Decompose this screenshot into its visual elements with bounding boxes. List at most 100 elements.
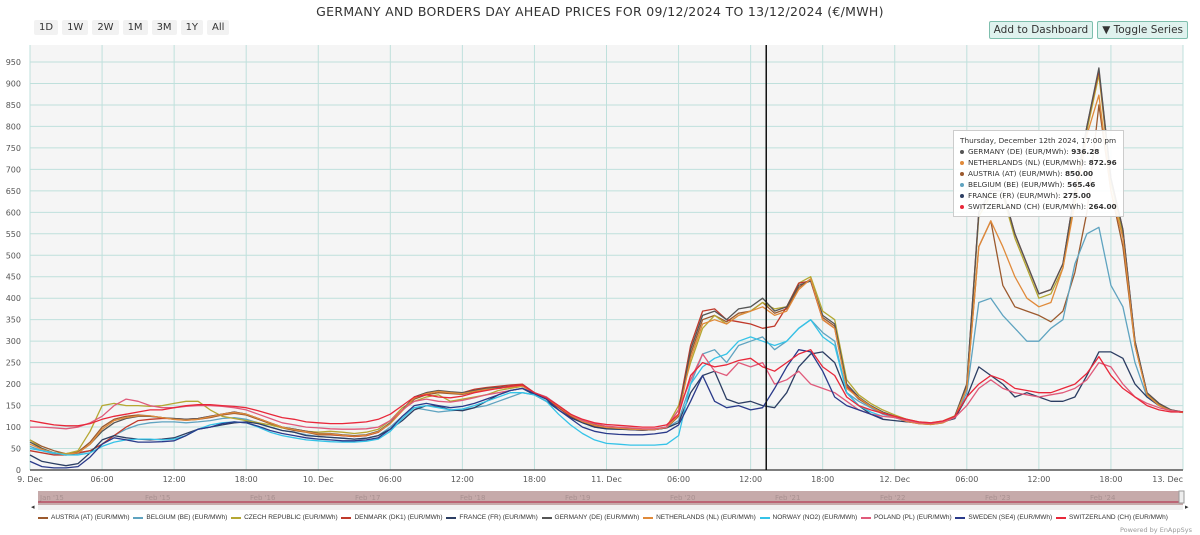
range-button-1d[interactable]: 1D [34,20,59,35]
legend-swatch-icon [860,516,871,519]
tooltip-row: FRANCE (FR) (EUR/MWh): 275.00 [960,190,1117,201]
legend-label: CZECH REPUBLIC (EUR/MWh) [244,514,338,521]
x-tick-label: 18:00 [811,475,834,484]
range-button-2w[interactable]: 2W [92,20,119,35]
legend-swatch-icon [231,516,242,519]
tooltip-value: 264.00 [1088,202,1117,211]
y-tick-label: 800 [6,122,21,131]
legend-label: BELGIUM (BE) (EUR/MWh) [146,514,228,521]
x-tick-label: 06:00 [955,475,978,484]
legend-item[interactable]: DENMARK (DK1) (EUR/MWh) [341,514,443,521]
range-button-3m[interactable]: 3M [151,20,177,35]
navigator-handle[interactable] [1178,490,1185,504]
legend-label: FRANCE (FR) (EUR/MWh) [459,514,538,521]
y-tick-label: 950 [6,58,21,67]
navigator-label: Feb '17 [355,494,380,502]
navigator-label: Feb '18 [460,494,485,502]
navigator-label: Feb '15 [145,494,170,502]
y-tick-label: 400 [6,294,21,303]
legend: AUSTRIA (AT) (EUR/MWh) BELGIUM (BE) (EUR/… [38,514,1168,521]
series-dot-icon [960,161,964,165]
y-tick-label: 0 [16,466,21,475]
series-dot-icon [960,172,964,176]
tooltip-value: 936.28 [1071,147,1100,156]
y-tick-label: 900 [6,79,21,88]
legend-item[interactable]: SWEDEN (SE4) (EUR/MWh) [955,514,1052,521]
navigator-label: Feb '22 [880,494,905,502]
y-tick-label: 500 [6,251,21,260]
tooltip-value: 872.96 [1088,158,1117,167]
navigator-selection[interactable] [38,491,1183,505]
tooltip-label: SWITZERLAND (CH) (EUR/MWh): [968,202,1089,211]
y-tick-label: 750 [6,144,21,153]
scroll-right-icon[interactable]: ▸ [1185,503,1189,511]
x-tick-label: 13. Dec [1152,475,1183,484]
x-tick-label: 11. Dec [591,475,622,484]
legend-swatch-icon [643,516,654,519]
legend-swatch-icon [341,516,352,519]
legend-label: DENMARK (DK1) (EUR/MWh) [354,514,443,521]
range-button-1w[interactable]: 1W [62,20,89,35]
x-tick-label: 06:00 [91,475,114,484]
legend-item[interactable]: CZECH REPUBLIC (EUR/MWh) [231,514,338,521]
scroll-left-icon[interactable]: ◂ [31,503,35,511]
toggle-series-button[interactable]: ▼ Toggle Series [1097,21,1188,39]
tooltip-label: FRANCE (FR) (EUR/MWh): [968,191,1063,200]
toggle-series-label: Toggle Series [1113,24,1183,36]
legend-item[interactable]: GERMANY (DE) (EUR/MWh) [541,514,640,521]
tooltip-header: Thursday, December 12th 2024, 17:00 pm [960,136,1117,145]
tooltip: Thursday, December 12th 2024, 17:00 pm G… [953,130,1124,217]
tooltip-value: 565.46 [1067,180,1096,189]
navigator-label: Feb '23 [985,494,1010,502]
range-button-1m[interactable]: 1M [122,20,148,35]
y-tick-label: 250 [6,359,21,368]
navigator-label: Feb '21 [775,494,800,502]
series-dot-icon [960,150,964,154]
x-tick-label: 10. Dec [303,475,334,484]
y-tick-label: 850 [6,101,21,110]
y-tick-label: 200 [6,380,21,389]
x-tick-label: 12:00 [163,475,186,484]
legend-label: GERMANY (DE) (EUR/MWh) [554,514,640,521]
legend-label: NETHERLANDS (NL) (EUR/MWh) [656,514,756,521]
navigator-label: Feb '16 [250,494,276,502]
legend-swatch-icon [1056,516,1066,519]
series-line-9[interactable] [29,349,883,469]
navigator[interactable]: Jan '15 Feb '15 Feb '16 Feb '17 Feb '18 Feb '… [31,490,1189,511]
tooltip-label: GERMANY (DE) (EUR/MWh): [968,147,1072,156]
legend-item[interactable]: FRANCE (FR) (EUR/MWh) [446,514,538,521]
tooltip-row: NETHERLANDS (NL) (EUR/MWh): 872.96 [960,157,1117,168]
series-line-7[interactable] [29,319,883,456]
range-button-all[interactable]: All [207,20,230,35]
navigator-label: Feb '24 [1090,494,1116,502]
legend-item[interactable]: POLAND (PL) (EUR/MWh) [860,514,952,521]
tooltip-value: 850.00 [1064,169,1094,178]
legend-swatch-icon [759,516,770,519]
x-tick-label: 9. Dec [17,475,43,484]
series-dot-icon [960,205,964,209]
x-tick-label: 12:00 [1027,475,1050,484]
legend-item[interactable]: BELGIUM (BE) (EUR/MWh) [133,514,227,521]
y-tick-label: 550 [6,230,21,239]
add-to-dashboard-button[interactable]: Add to Dashboard [988,21,1094,39]
legend-swatch-icon [133,516,144,519]
navigator-label: Feb '19 [565,494,590,502]
legend-item[interactable]: NORWAY (NO2) (EUR/MWh) [759,514,858,521]
legend-label: NORWAY (NO2) (EUR/MWh) [772,514,858,521]
x-tick-label: 12. Dec [879,475,910,484]
series-line-6[interactable] [29,94,1184,456]
y-tick-label: 50 [11,445,21,454]
legend-item[interactable]: SWITZERLAND (CH) (EUR/MWh) [1056,514,1168,521]
navigator-label: Jan '15 [39,494,64,502]
tooltip-row: BELGIUM (BE) (EUR/MWh): 565.46 [960,179,1117,190]
range-button-1y[interactable]: 1Y [180,20,204,35]
legend-item[interactable]: AUSTRIA (AT) (EUR/MWh) [38,514,130,521]
tooltip-label: AUSTRIA (AT) (EUR/MWh): [968,169,1065,178]
y-tick-label: 650 [6,187,21,196]
y-tick-label: 150 [6,402,21,411]
series-line-10[interactable] [29,349,1183,428]
series-line-8[interactable] [30,353,1184,430]
x-tick-label: 18:00 [235,475,258,484]
legend-item[interactable]: NETHERLANDS (NL) (EUR/MWh) [643,514,756,521]
